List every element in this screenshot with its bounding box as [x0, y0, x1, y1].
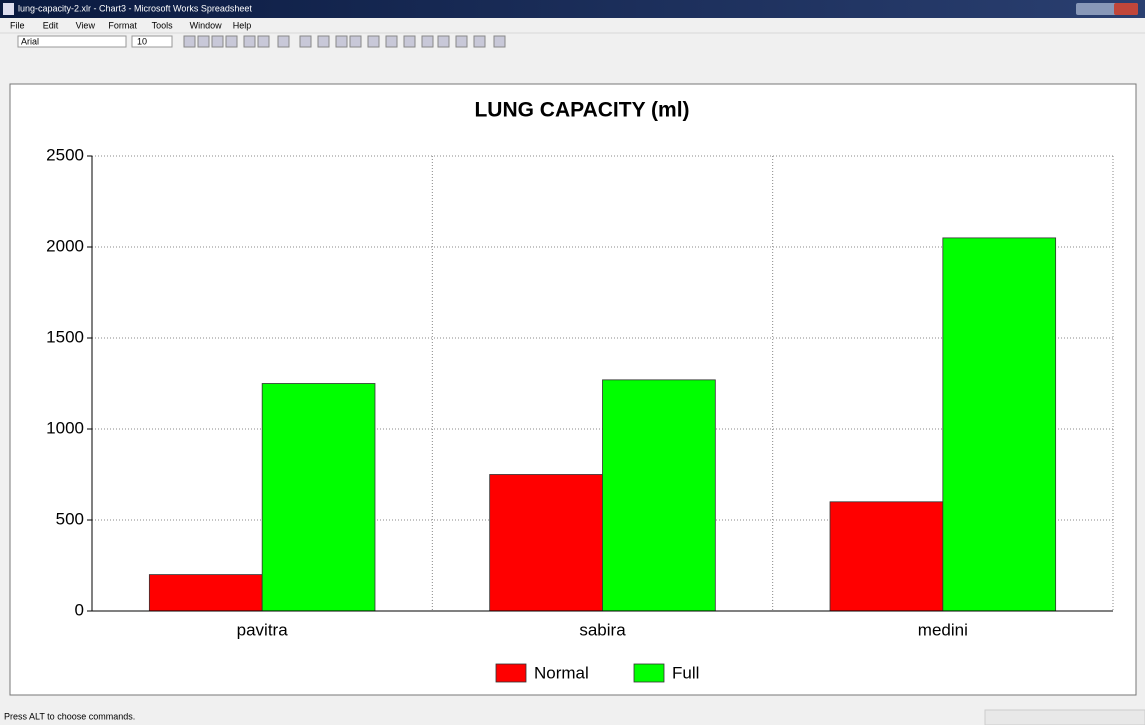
font-size: 10	[137, 36, 147, 46]
y-tick-label: 1500	[46, 327, 84, 346]
y-tick-label: 0	[75, 600, 84, 619]
tool-button[interactable]	[493, 35, 506, 48]
tool-button[interactable]	[243, 35, 256, 48]
menu-item[interactable]: File	[10, 20, 25, 30]
tool-button[interactable]	[277, 35, 290, 48]
tool-button[interactable]	[367, 35, 380, 48]
app-icon	[3, 3, 14, 15]
x-tick-label: sabira	[579, 620, 626, 639]
tool-button[interactable]	[473, 35, 486, 48]
tool-button[interactable]	[317, 35, 330, 48]
tool-button[interactable]	[335, 35, 348, 48]
tool-button[interactable]	[183, 35, 196, 48]
y-tick-label: 2500	[46, 145, 84, 164]
menu-item[interactable]: Format	[108, 20, 137, 30]
legend-swatch	[495, 663, 527, 683]
x-tick-label: medini	[918, 620, 968, 639]
font-box[interactable]	[17, 35, 127, 48]
y-tick-label: 1000	[46, 418, 84, 437]
chart-title: LUNG CAPACITY (ml)	[474, 99, 689, 122]
tool-button[interactable]	[455, 35, 468, 48]
y-tick-label: 2000	[46, 236, 84, 255]
x-tick-label: pavitra	[237, 620, 289, 639]
toolbar	[183, 35, 506, 48]
tool-button[interactable]	[299, 35, 312, 48]
legend-label: Full	[672, 663, 699, 682]
tool-button[interactable]	[197, 35, 210, 48]
bar	[148, 574, 263, 612]
tool-button[interactable]	[211, 35, 224, 48]
window-title: lung-capacity-2.xlr - Chart3 - Microsoft…	[18, 3, 252, 13]
y-tick-label: 500	[56, 509, 84, 528]
tool-button[interactable]	[225, 35, 238, 48]
menu-item[interactable]: Tools	[152, 20, 174, 30]
size-box[interactable]	[131, 35, 173, 48]
bar	[829, 501, 944, 612]
status-text: Press ALT to choose commands.	[4, 711, 135, 721]
menu-item[interactable]: Window	[190, 20, 223, 30]
tool-button[interactable]	[385, 35, 398, 48]
menu-item[interactable]: Edit	[43, 20, 59, 30]
bar	[261, 383, 376, 612]
tool-button[interactable]	[421, 35, 434, 48]
legend-swatch	[633, 663, 665, 683]
title-bar	[0, 0, 1145, 18]
legend-label: Normal	[534, 663, 589, 682]
status-panels	[984, 709, 1145, 725]
tool-button[interactable]	[257, 35, 270, 48]
menu-item[interactable]: View	[76, 20, 96, 30]
bar	[602, 379, 716, 612]
menu-bar: File Edit View Format Tools Window Help	[10, 20, 251, 30]
menu-item[interactable]: Help	[233, 20, 252, 30]
bar	[489, 474, 603, 612]
close-button[interactable]	[1114, 3, 1138, 15]
tool-button[interactable]	[349, 35, 362, 48]
tool-button[interactable]	[403, 35, 416, 48]
chart: 0 500 1000 1500 2000 2500 pavitra sabira medini N…	[46, 145, 1114, 683]
bar	[942, 237, 1057, 612]
tool-button[interactable]	[437, 35, 450, 48]
font-name: Arial	[21, 36, 39, 46]
